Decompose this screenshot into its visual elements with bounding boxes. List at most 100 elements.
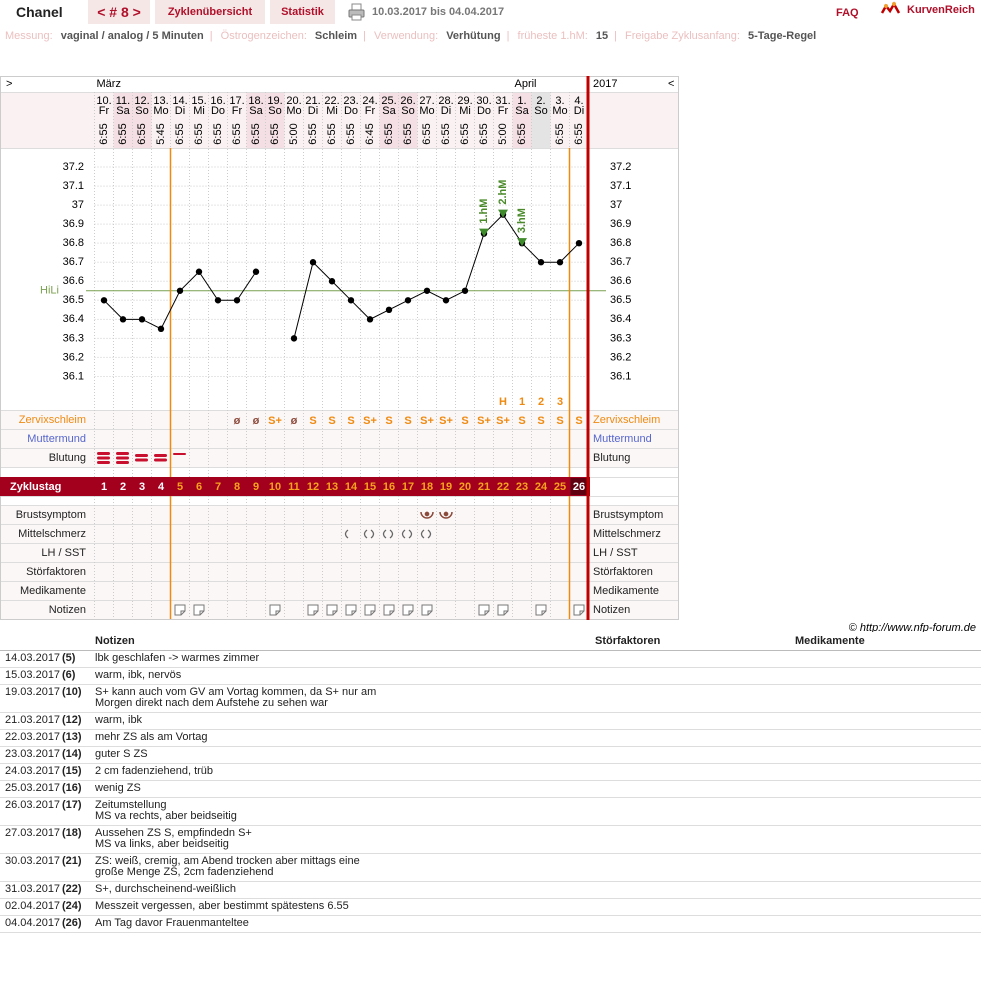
note-icon [345,604,357,616]
mucus-symbol: S+ [496,415,510,427]
day-label: 1. [517,95,526,107]
note-line: Messzeit vergessen, aber bestimmt spätes… [95,900,349,912]
y-tick-label: 36.9 [63,218,84,230]
day-label: 13. [153,95,168,107]
print-icon[interactable] [348,3,366,21]
note-text: S+, durchscheinend-weißlich [95,881,595,899]
cycle-nav[interactable]: < # 8 > [88,0,150,24]
column-header-bg [189,92,209,148]
weekday-label: Di [574,105,584,117]
temperature-point [575,239,583,247]
cycle-day: 4 [158,481,165,493]
temperature-point [347,297,355,304]
logo-text[interactable]: KurvenReich [907,4,975,16]
day-label: 27. [419,95,434,107]
note-row: 04.04.2017 (26) Am Tag davor Frauenmantelt… [0,915,981,933]
row-label: Medikamente [20,585,86,597]
info-value: Schleim [314,30,358,42]
weekday-label: Di [441,105,451,117]
weekday-label: Sa [249,105,263,117]
cycle-day: 22 [497,481,509,493]
temperature-point [233,297,241,304]
y-tick-label: 36.5 [610,294,631,306]
mucus-symbol: S [385,415,392,427]
day-label: 19. [267,95,282,107]
column-header: Störfaktoren [595,634,795,651]
day-label: 4. [574,95,583,107]
note-icon [402,604,414,616]
notes-table: Notizen Störfaktoren Medikamente 14.03.2… [0,634,981,933]
note-disturbance [595,853,795,882]
note-line: warm, ibk, nervös [95,669,182,681]
note-disturbance [595,667,795,685]
time-label: 6:55 [174,123,186,144]
y-tick-label: 36.3 [610,332,631,344]
separator: | [363,30,366,42]
cycle-day: 16 [383,481,395,493]
note-line: große Menge ZS, 2cm fadenziehend [95,866,274,878]
nav-prev[interactable]: > [6,78,12,90]
note-disturbance [595,797,795,826]
note-medication [795,780,981,798]
note-line: MS va rechts, aber beidseitig [95,810,237,822]
nav-next[interactable]: < [668,78,674,90]
note-disturbance [595,780,795,798]
weekday-label: So [401,105,414,117]
evaluation-label: 1 [519,396,525,408]
column-header-bg [493,92,513,148]
weekday-label: Mo [419,105,434,117]
y-tick-label: 36.4 [63,313,84,325]
time-label: 6:55 [459,123,471,144]
day-label: 23. [343,95,358,107]
temperature-point [176,287,184,294]
row-label: Brustsymptom [16,509,86,521]
weekday-label: Di [308,105,318,117]
faq-link[interactable]: FAQ [836,7,859,19]
temperature-point [556,259,564,266]
note-medication [795,898,981,916]
tab[interactable]: Zyklenübersicht [155,0,265,24]
note-icon [573,604,585,616]
column-header-bg [265,92,285,148]
note-icon [174,604,186,616]
note-medication [795,729,981,747]
note-text: Messzeit vergessen, aber bestimmt spätes… [95,898,595,916]
time-label: 6:55 [440,123,452,144]
mittelschmerz-icons [344,529,432,539]
cycle-day: 12 [307,481,319,493]
note-line: S+, durchscheinend-weißlich [95,883,236,895]
day-label: 12. [134,95,149,107]
time-label: 6:55 [98,123,110,144]
separator: | [506,30,510,42]
temperature-point [461,287,469,294]
note-line: S+ kann auch vom GV am Vortag kommen, da… [95,686,377,698]
time-label: 6:55 [326,123,338,144]
column-header: Medikamente [795,634,981,651]
note-medication [795,853,981,882]
info-label: Östrogenzeichen: [220,30,307,42]
note-date: 02.04.2017 [0,898,62,916]
time-label: 5:45 [155,123,167,144]
day-label: 15. [191,95,206,107]
day-label: 25. [381,95,396,107]
hm-marker [517,238,527,247]
column-header-bg [322,92,342,148]
weekday-label: Do [344,105,358,117]
row-label: LH / SST [593,547,638,559]
mucus-symbol: S+ [439,415,453,427]
mucus-symbol: S [347,415,354,427]
note-row: 27.03.2017 (18) Aussehen ZS S, empfindedn … [0,825,981,854]
note-line: ZS: weiß, cremig, am Abend trocken aber … [95,855,360,867]
time-label: 5:00 [288,123,300,144]
temperature-point [537,259,545,266]
note-cycle-day: (22) [62,881,95,899]
day-label: 18. [248,95,263,107]
day-label: 30. [476,95,491,107]
note-icon [535,604,547,616]
day-label: 3. [555,95,564,107]
note-cycle-day: (6) [62,667,95,685]
note-disturbance [595,684,795,713]
tab[interactable]: Statistik [270,0,335,24]
note-date: 25.03.2017 [0,780,62,798]
